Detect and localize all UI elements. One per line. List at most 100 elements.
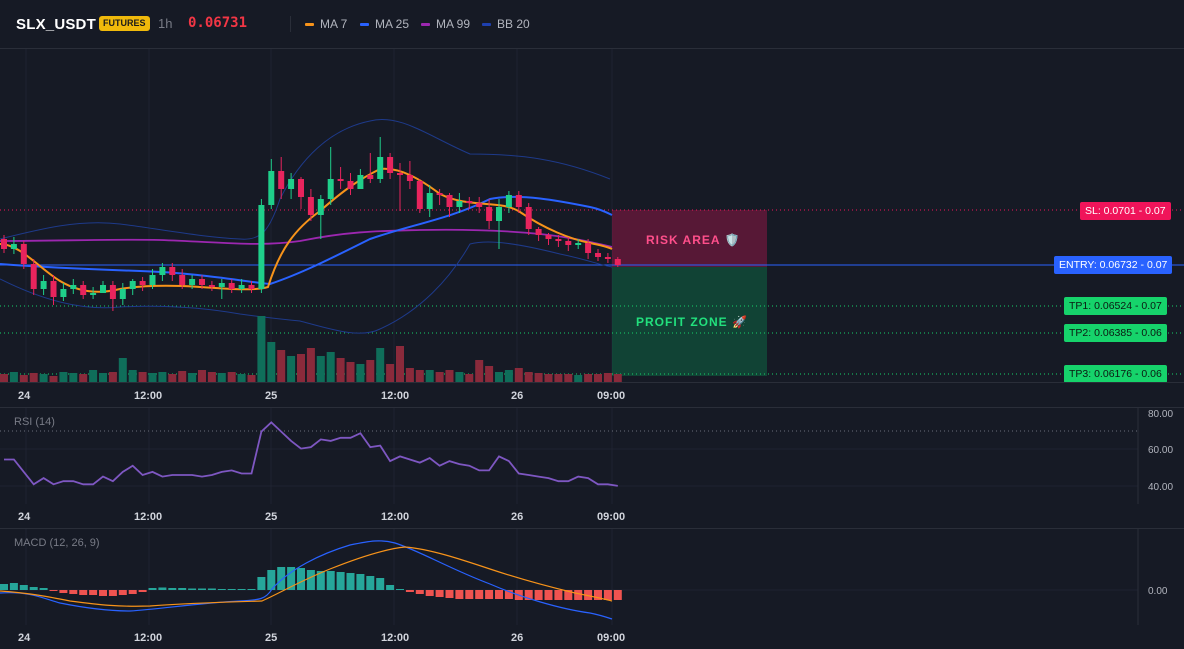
macd-histogram-bar bbox=[108, 590, 117, 596]
macd-histogram-bar bbox=[89, 590, 98, 595]
rsi-time-axis: 24 12:00 25 12:00 26 09:00 bbox=[18, 511, 625, 523]
profit-zone bbox=[612, 267, 767, 376]
candle-body bbox=[238, 285, 245, 289]
tp3-tag: TP3: 0.06176 - 0.06 bbox=[1064, 365, 1167, 383]
candle-body bbox=[90, 293, 97, 295]
macd-histogram-bar bbox=[79, 590, 88, 595]
legend-bb20[interactable]: BB 20 bbox=[482, 17, 530, 31]
candle-body bbox=[10, 244, 17, 249]
volume-bar bbox=[227, 372, 236, 382]
candle-body bbox=[20, 244, 27, 264]
header-divider bbox=[290, 16, 291, 32]
bb-upper-line bbox=[0, 119, 611, 240]
rsi-pane[interactable]: RSI (14) 80.00 60.00 40.00 bbox=[0, 408, 1184, 504]
macd-histogram-bar bbox=[49, 590, 58, 591]
candle-body bbox=[446, 195, 453, 207]
macd-histogram-bar bbox=[495, 590, 503, 599]
macd-histogram-bar bbox=[504, 590, 513, 599]
volume-bar bbox=[128, 370, 137, 382]
price-chart-pane[interactable] bbox=[0, 49, 1184, 382]
macd-histogram-bar bbox=[584, 590, 593, 600]
candle-body bbox=[545, 235, 552, 239]
legend-ma25[interactable]: MA 25 bbox=[360, 17, 409, 31]
volume-bar bbox=[237, 374, 246, 382]
volume-bar bbox=[396, 346, 404, 382]
candle-body bbox=[486, 207, 493, 221]
macd-time-1200-a: 12:00 bbox=[134, 632, 162, 644]
volume-bar bbox=[19, 375, 28, 382]
timeframe-label[interactable]: 1h bbox=[158, 16, 173, 31]
candle-body bbox=[505, 195, 512, 207]
macd-time-25: 25 bbox=[265, 632, 277, 644]
ma7-swatch-icon bbox=[305, 22, 314, 26]
volume-bar bbox=[49, 376, 58, 382]
candle-body bbox=[218, 283, 225, 287]
candle-body bbox=[109, 285, 116, 299]
candle-body bbox=[248, 285, 255, 289]
candle-body bbox=[406, 175, 413, 181]
macd-time-axis: 24 12:00 25 12:00 26 09:00 bbox=[18, 632, 625, 644]
candle-body bbox=[228, 283, 235, 289]
rsi-time-0900: 09:00 bbox=[597, 511, 625, 523]
candle-body bbox=[456, 201, 463, 207]
candle-body bbox=[1, 239, 7, 249]
volume-bar bbox=[207, 372, 216, 382]
macd-histogram-bar bbox=[564, 590, 573, 600]
volume-bar bbox=[603, 373, 612, 382]
volume-bar bbox=[108, 372, 117, 382]
rsi-pane-border bbox=[0, 407, 1184, 408]
rsi-tick-40: 40.00 bbox=[1148, 482, 1173, 493]
profit-zone-label: PROFIT ZONE 🚀 bbox=[636, 315, 748, 329]
macd-histogram-bar bbox=[207, 588, 216, 590]
volume-bar bbox=[495, 372, 503, 382]
time-label-24: 24 bbox=[18, 390, 31, 402]
macd-histogram-bar bbox=[39, 588, 48, 590]
macd-histogram-bar bbox=[554, 590, 563, 600]
macd-histogram-bar bbox=[346, 573, 355, 590]
macd-histogram-bar bbox=[475, 590, 484, 599]
volume-bar bbox=[69, 373, 78, 382]
candle-body bbox=[189, 279, 196, 285]
volume-bar bbox=[59, 372, 68, 382]
candle-body bbox=[159, 267, 166, 275]
macd-pane[interactable]: MACD (12, 26, 9) 0.00 bbox=[0, 529, 1184, 625]
volume-bars bbox=[0, 316, 622, 382]
time-label-26: 26 bbox=[511, 390, 523, 402]
candle-body bbox=[585, 243, 592, 253]
macd-histogram-bar bbox=[9, 583, 18, 590]
volume-bar bbox=[386, 364, 395, 382]
macd-histogram bbox=[0, 567, 622, 600]
legend-ma99[interactable]: MA 99 bbox=[421, 17, 470, 31]
macd-time-26: 26 bbox=[511, 632, 523, 644]
macd-time-0900: 09:00 bbox=[597, 632, 625, 644]
volume-bar bbox=[504, 370, 513, 382]
volume-bar bbox=[138, 372, 147, 382]
rsi-time-1200-b: 12:00 bbox=[381, 511, 409, 523]
ma99-swatch-icon bbox=[421, 22, 430, 26]
macd-histogram-bar bbox=[168, 588, 177, 590]
macd-tick-0: 0.00 bbox=[1148, 586, 1168, 597]
macd-grid bbox=[0, 529, 1138, 625]
macd-line bbox=[0, 540, 613, 620]
macd-histogram-bar bbox=[277, 567, 286, 590]
time-label-1200-b: 12:00 bbox=[381, 390, 409, 402]
macd-histogram-bar bbox=[227, 589, 236, 590]
candle-body bbox=[40, 281, 47, 289]
candle-body bbox=[595, 253, 601, 257]
legend-ma7[interactable]: MA 7 bbox=[305, 17, 347, 31]
rsi-label: RSI (14) bbox=[14, 416, 55, 428]
volume-bar bbox=[376, 348, 385, 382]
macd-histogram-bar bbox=[455, 590, 464, 599]
candle-body bbox=[268, 171, 275, 205]
candle-body bbox=[258, 205, 265, 289]
symbol-name[interactable]: SLX_USDT bbox=[16, 16, 96, 33]
volume-bar bbox=[415, 370, 424, 382]
candle-body bbox=[60, 289, 67, 297]
price-time-axis: 24 12:00 25 12:00 26 09:00 bbox=[18, 390, 625, 402]
candle-body bbox=[436, 193, 443, 195]
ma25-swatch-icon bbox=[360, 22, 369, 26]
candle-body bbox=[169, 267, 176, 275]
candle-body bbox=[70, 285, 77, 289]
chart-header: SLX_USDT FUTURES 1h 0.06731 MA 7 MA 25 M… bbox=[0, 0, 1184, 48]
macd-signal-line bbox=[0, 546, 613, 607]
